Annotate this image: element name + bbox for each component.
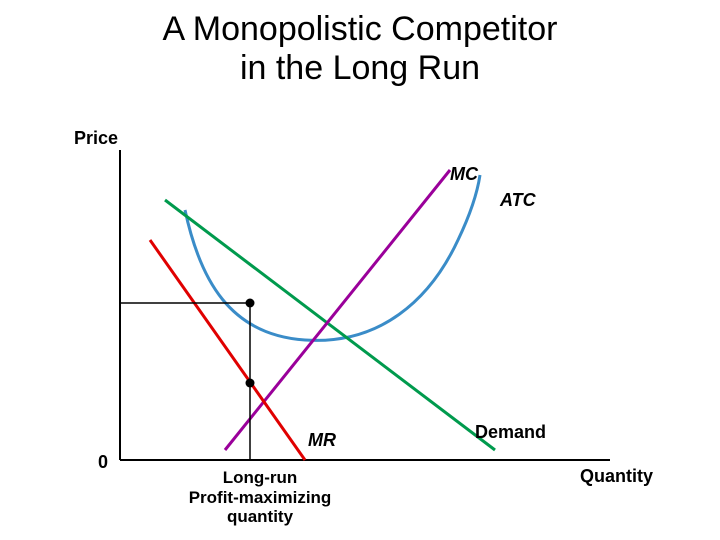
equilibrium-label: Long-run Profit-maximizing quantity bbox=[175, 468, 345, 527]
origin-label: 0 bbox=[98, 452, 108, 473]
mc-label: MC bbox=[450, 164, 478, 185]
chart-svg bbox=[80, 140, 640, 520]
eq-label-line1: Long-run bbox=[175, 468, 345, 488]
chart: Price 0 MC ATC MR Demand bbox=[80, 140, 640, 520]
mr-curve bbox=[150, 240, 305, 460]
mr-label: MR bbox=[308, 430, 336, 451]
title-line-2: in the Long Run bbox=[0, 49, 720, 88]
mc-curve bbox=[225, 170, 450, 450]
title-line-1: A Monopolistic Competitor bbox=[0, 10, 720, 49]
eq-label-line2: Profit-maximizing bbox=[175, 488, 345, 508]
demand-label: Demand bbox=[475, 422, 546, 443]
tangency-dot bbox=[246, 299, 255, 308]
slide: A Monopolistic Competitor in the Long Ru… bbox=[0, 0, 720, 540]
x-axis-label: Quantity bbox=[580, 466, 653, 487]
mr-mc-dot bbox=[246, 379, 255, 388]
y-axis-label: Price bbox=[74, 128, 118, 149]
demand-curve bbox=[165, 200, 495, 450]
slide-title: A Monopolistic Competitor in the Long Ru… bbox=[0, 10, 720, 88]
atc-label: ATC bbox=[500, 190, 536, 211]
eq-label-line3: quantity bbox=[175, 507, 345, 527]
